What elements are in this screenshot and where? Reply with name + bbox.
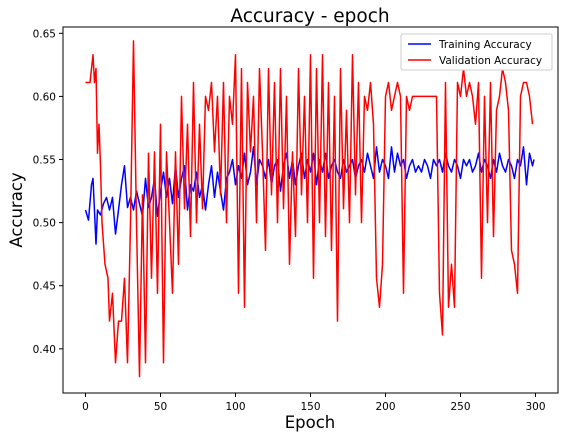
series-line-validation-accuracy	[85, 40, 534, 378]
y-tick-label: 0.60	[33, 91, 56, 103]
y-axis-ticks: 0.40 0.45 0.50 0.55 0.60 0.65	[33, 28, 63, 356]
legend-label-validation: Validation Accuracy	[439, 55, 542, 67]
legend-box	[400, 33, 553, 71]
x-tick-label: 0	[82, 401, 89, 413]
y-tick-label: 0.50	[33, 218, 56, 230]
y-tick-label: 0.65	[33, 28, 56, 40]
x-tick-label: 150	[300, 401, 320, 413]
y-tick-label: 0.55	[33, 155, 56, 167]
y-tick-label: 0.40	[33, 344, 56, 356]
x-axis-title: Epoch	[285, 413, 336, 432]
y-tick-label: 0.45	[33, 281, 56, 293]
legend-label-training: Training Accuracy	[438, 39, 532, 51]
x-axis-ticks: 0 50 100 150 200 250 300	[82, 393, 546, 413]
x-tick-label: 50	[154, 401, 167, 413]
chart-title: Accuracy - epoch	[230, 6, 389, 27]
x-tick-label: 300	[525, 401, 545, 413]
x-tick-label: 200	[375, 401, 395, 413]
x-tick-label: 100	[225, 401, 245, 413]
x-tick-label: 250	[450, 401, 470, 413]
legend: Training Accuracy Validation Accuracy	[400, 33, 553, 71]
y-axis-title: Accuracy	[7, 172, 26, 248]
plot-area	[84, 40, 535, 378]
